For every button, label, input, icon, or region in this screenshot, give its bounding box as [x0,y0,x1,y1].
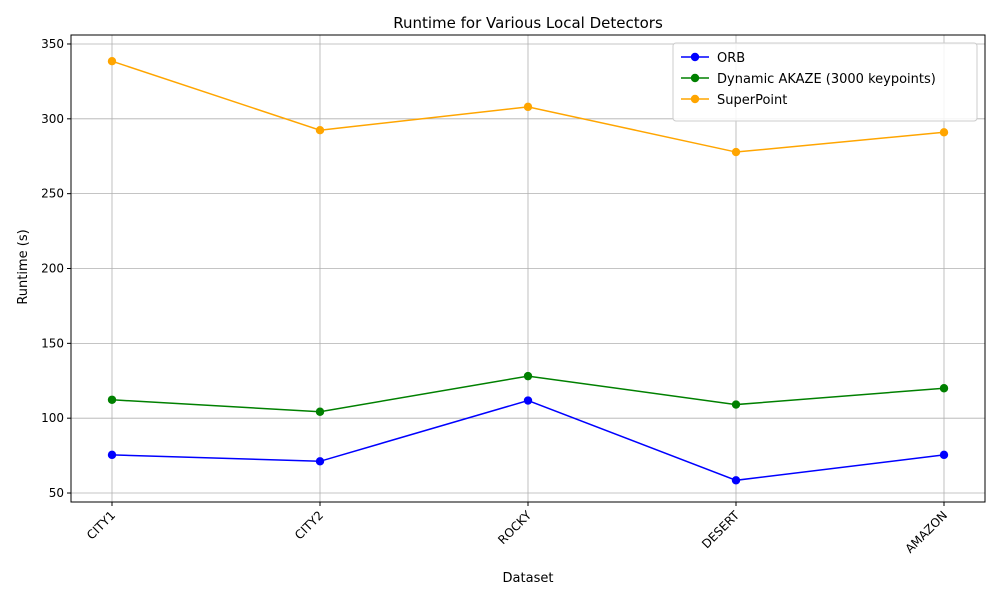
series-orb [107,396,949,485]
legend-swatch-marker [690,52,700,62]
y-tick-label: 250 [41,187,64,201]
data-point [315,457,325,466]
y-tick-label: 50 [49,486,64,500]
y-tick-label: 200 [41,262,64,276]
data-point [523,102,533,112]
data-point [731,400,741,409]
series-lines [107,56,949,485]
x-tick-label: AMAZON [902,508,950,556]
data-point [939,128,949,137]
data-point [107,450,117,460]
legend-label: Dynamic AKAZE (3000 keypoints) [717,72,936,87]
series-superpoint [107,56,949,157]
legend: ORB Dynamic AKAZE (3000 keypoints) SuperPo… [672,42,978,122]
data-point [731,147,741,157]
legend-box [672,42,978,122]
x-tick-label: DESERT [699,508,742,551]
y-axis-ticks: 50 100 150 200 250 300 350 [41,37,71,500]
chart-title: Runtime for Various Local Detectors [393,14,663,32]
data-point [939,384,949,393]
y-tick-label: 100 [41,411,64,425]
y-axis-label: Runtime (s) [16,229,31,304]
y-tick-label: 300 [41,112,64,126]
grid [71,35,985,502]
data-point [107,56,117,66]
legend-swatch-marker [690,73,700,83]
data-point [315,125,325,135]
x-axis-label: Dataset [503,571,554,586]
data-point [523,396,533,405]
data-point [523,371,533,381]
data-point [939,450,949,460]
data-point [315,407,325,416]
series-dynamic-akaze-3000-keypoints [107,371,949,416]
y-tick-label: 150 [41,336,64,350]
y-tick-label: 350 [41,37,64,51]
legend-label: ORB [717,51,745,66]
data-point [107,395,117,404]
x-tick-label: CITY1 [84,508,118,542]
data-point [731,476,741,485]
legend-label: SuperPoint [717,93,787,108]
x-tick-label: ROCKY [495,508,534,547]
legend-swatch-marker [690,94,700,104]
x-tick-label: CITY2 [292,508,326,542]
x-axis-ticks: CITY1 CITY2 ROCKY DESERT AMAZON [84,502,950,556]
